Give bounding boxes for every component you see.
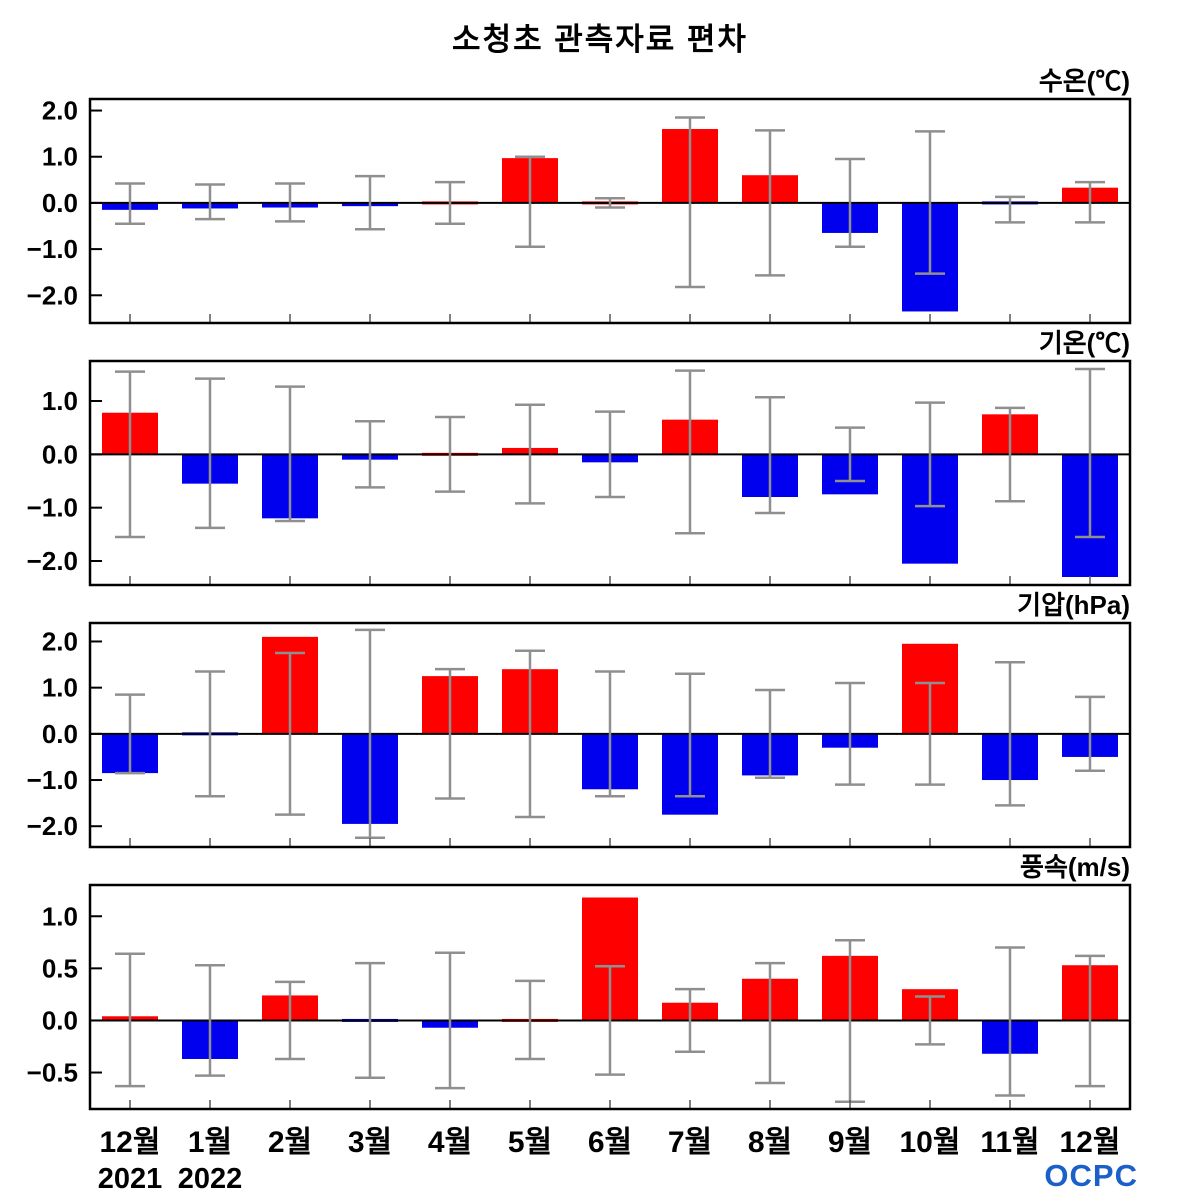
x-tick-label: 12월 [99,1126,161,1159]
y-tick-label: 0.0 [42,1005,78,1035]
y-tick-label: 1.0 [42,386,78,416]
plot-frame [88,359,1132,587]
panel-label-water-temp: 수온(℃) [1038,66,1130,96]
ocpc-logo: OCPC [1044,1158,1138,1193]
panel-label-air-temp: 기온(℃) [1038,328,1130,358]
y-tick-label: 1.0 [42,142,78,172]
y-tick-label: −2.0 [27,811,78,841]
x-tick-label: 7월 [667,1126,713,1159]
y-tick-label: 0.0 [42,439,78,469]
year-label: 2022 [177,1163,243,1195]
x-tick-label: 8월 [747,1126,793,1159]
y-tick-label: −2.0 [27,280,78,310]
x-tick-label: 9월 [827,1126,873,1159]
y-tick-label: −0.5 [27,1058,78,1088]
year-labels-row: 2021 2022 [90,1163,1130,1196]
y-tick-label: −2.0 [27,546,78,576]
chart-svg: −2.0 −1.0 0.0 1.0 [27,359,1132,587]
chart-panel-pressure: 기압(hPa) −2.0 −1.0 0.0 1.0 2.0 [0,587,1200,849]
y-tick-label: −1.0 [27,493,78,523]
y-tick-label: −1.0 [27,765,78,795]
bar-chart-wind-speed: −0.5 0.0 0.5 1.0 [0,883,1200,1111]
plot-frame [88,97,1132,325]
x-tick-label: 12월 [1059,1126,1121,1159]
panel-label-wind-speed: 풍속(m/s) [1020,852,1130,882]
y-tick-label: 1.0 [42,673,78,703]
page-title: 소청초 관측자료 편차 [452,22,748,57]
y-tick-label: −1.0 [27,234,78,264]
chart-panel-water-temp: 수온(℃) −2.0 −1.0 0.0 1.0 2.0 [0,63,1200,325]
x-tick-label: 11월 [980,1126,1040,1159]
bar-chart-pressure: −2.0 −1.0 0.0 1.0 2.0 [0,621,1200,849]
y-tick-label: 0.0 [42,719,78,749]
x-tick-label: 3월 [347,1126,393,1159]
y-tick-label: 0.0 [42,188,78,218]
year-label: 2021 [97,1163,163,1195]
x-tick-label: 5월 [507,1126,553,1159]
x-tick-label: 4월 [427,1126,473,1159]
plot-frame [88,621,1132,849]
y-tick-label: 2.0 [42,626,78,656]
y-tick-label: 2.0 [42,97,78,126]
plot-frame [88,883,1132,1111]
chart-svg: −0.5 0.0 0.5 1.0 [27,883,1132,1111]
x-tick-label: 1월 [187,1126,233,1159]
chart-svg: −2.0 −1.0 0.0 1.0 2.0 [27,621,1132,849]
chart-panel-air-temp: 기온(℃) −2.0 −1.0 0.0 1.0 [0,325,1200,587]
chart-panel-wind-speed: 풍속(m/s) −0.5 0.0 0.5 1.0 [0,849,1200,1111]
panel-label-pressure: 기압(hPa) [1017,590,1130,620]
x-tick-label: 10월 [899,1126,961,1159]
x-tick-label: 6월 [587,1126,633,1159]
x-axis-labels: 12월 1월 2월 3월 4월 5월 6월 7월 8월 9월 10월 11월 12월 [90,1117,1130,1161]
y-tick-label: 1.0 [42,901,78,931]
y-tick-label: 0.5 [42,953,78,983]
x-tick-label: 2월 [267,1126,313,1159]
bar-chart-water-temp: −2.0 −1.0 0.0 1.0 2.0 [0,96,1200,325]
bar-chart-air-temp: −2.0 −1.0 0.0 1.0 [0,359,1200,587]
chart-svg: −2.0 −1.0 0.0 1.0 2.0 [27,96,1132,325]
